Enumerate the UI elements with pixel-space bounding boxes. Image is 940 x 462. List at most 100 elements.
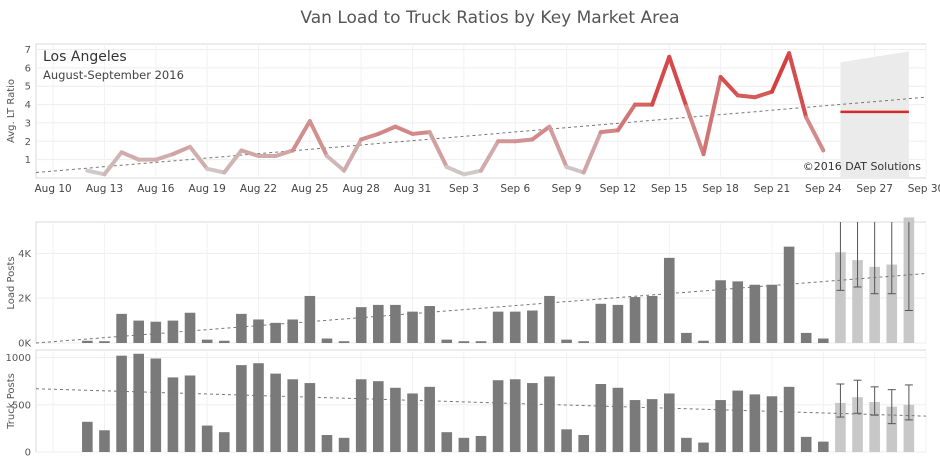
load-posts-bar <box>338 341 350 343</box>
truck-posts-bar <box>304 383 316 452</box>
truck-posts-y-axis-label: Truck Posts <box>6 373 17 430</box>
ratio-y-tick-label: 6 <box>25 63 31 74</box>
load-posts-bar <box>116 313 127 343</box>
ratio-line-segment <box>444 164 466 177</box>
date-x-tick-label: Sep 15 <box>651 183 688 195</box>
load-posts-bar <box>766 284 778 343</box>
truck-posts-y-tick-label: 1000 <box>6 353 31 364</box>
truck-posts-bar <box>595 384 607 452</box>
truck-posts-bar <box>321 435 333 452</box>
ratio-line-segment <box>530 124 552 142</box>
ratio-line-segment <box>205 166 227 175</box>
load-posts-bar <box>150 321 162 343</box>
date-x-tick-label: Aug 16 <box>137 183 175 195</box>
ratio-grid <box>36 44 927 178</box>
load-posts-bar <box>407 311 418 343</box>
load-posts-y-tick-label: 4K <box>18 249 31 260</box>
ratio-line-segment <box>598 128 620 135</box>
load-posts-bar <box>681 332 692 343</box>
load-posts-bar <box>184 312 196 343</box>
truck-posts-error-bar <box>870 386 879 416</box>
load-posts-bars <box>82 246 829 343</box>
ratio-y-axis: 1 2 3 4 5 6 7 <box>25 45 31 166</box>
load-posts-y-tick-label: 0K <box>18 339 31 350</box>
load-posts-bar <box>304 295 316 343</box>
ratio-line-segment <box>547 124 569 169</box>
load-posts-bar <box>783 246 795 343</box>
load-posts-bar <box>390 304 401 343</box>
truck-posts-bar <box>458 437 470 452</box>
ratio-line-segment <box>273 148 295 158</box>
load-posts-bar <box>270 322 281 343</box>
ratio-y-tick-label: 4 <box>25 100 31 111</box>
load-posts-bar <box>99 341 110 343</box>
load-posts-bar <box>355 307 367 343</box>
load-posts-bar <box>663 257 675 343</box>
load-posts-y-axis: 0K 2K 4K <box>18 249 31 350</box>
ratio-line-segment <box>85 168 107 177</box>
truck-posts-forecast-bar <box>869 401 880 452</box>
truck-posts-plot-frame <box>35 349 927 453</box>
copyright-note: ©2016 DAT Solutions <box>803 160 921 173</box>
ratio-line-segment <box>410 130 432 136</box>
truck-posts-bar <box>218 432 230 452</box>
truck-posts-bar <box>715 400 726 452</box>
truck-posts-y-axis: 0 500 1000 <box>6 353 31 458</box>
truck-posts-bar <box>373 381 384 452</box>
date-x-axis: Aug 10 Aug 13 Aug 16 Aug 19 Aug 22 Aug 25 Aug … <box>35 183 940 195</box>
load-posts-bar <box>82 340 93 343</box>
truck-posts-bar <box>338 437 350 452</box>
ratio-line-segment <box>119 150 141 162</box>
truck-posts-bar <box>150 358 162 452</box>
truck-posts-bar <box>800 436 812 452</box>
truck-posts-y-tick-label: 0 <box>25 448 31 459</box>
truck-posts-bar <box>578 435 589 452</box>
ratio-line-segment <box>787 51 809 120</box>
load-posts-forecast-bar <box>852 260 863 343</box>
ratio-plot-frame <box>35 43 927 179</box>
date-x-tick-label: Sep 9 <box>552 183 582 195</box>
load-posts-trend-segment <box>35 273 927 344</box>
truck-posts-error-bar <box>904 384 913 421</box>
load-posts-bar <box>167 320 179 343</box>
truck-posts-bar <box>287 379 299 452</box>
truck-posts-error-bar <box>853 379 862 414</box>
truck-posts-bars <box>82 353 829 452</box>
load-posts-bar <box>561 339 572 343</box>
truck-posts-bar <box>544 376 555 452</box>
truck-posts-bar <box>646 399 658 452</box>
load-posts-error-bar <box>853 222 862 288</box>
ratio-line-segment <box>650 54 672 107</box>
ratio-trend-segment <box>35 96 927 173</box>
load-posts-forecast-bar <box>835 252 846 343</box>
load-posts-error-bar <box>836 222 845 291</box>
ratio-line-segment <box>701 75 723 157</box>
load-posts-bar <box>236 313 247 343</box>
date-x-tick-label: Aug 31 <box>394 183 431 195</box>
ratio-line-segment <box>342 137 364 173</box>
ratio-line-segment <box>461 168 483 177</box>
truck-posts-forecast-bars <box>835 379 915 452</box>
truck-posts-bar <box>424 386 435 452</box>
truck-posts-bar <box>818 441 829 452</box>
truck-posts-bar <box>201 425 213 452</box>
ratio-line-segment <box>769 51 792 94</box>
ratio-line-segment <box>290 119 312 153</box>
truck-posts-bar <box>561 429 572 452</box>
market-name: Los Angeles <box>43 49 127 65</box>
ratio-line-segment <box>479 139 501 173</box>
date-x-tick-label: Sep 18 <box>702 183 739 195</box>
load-posts-bar <box>441 339 453 343</box>
ratio-line-segment <box>222 148 244 175</box>
truck-posts-bar <box>133 353 144 452</box>
ratio-line-segment <box>513 137 535 144</box>
truck-posts-trend-segment <box>35 388 927 417</box>
ratio-line-segment <box>376 124 398 136</box>
truck-posts-y-tick-label: 500 <box>12 400 31 411</box>
date-x-tick-label: Aug 22 <box>240 183 277 195</box>
load-posts-bar <box>732 281 744 343</box>
load-posts-bar <box>253 319 264 343</box>
truck-posts-bar <box>82 421 93 452</box>
load-posts-bar <box>133 320 144 343</box>
load-posts-bar <box>321 338 333 343</box>
